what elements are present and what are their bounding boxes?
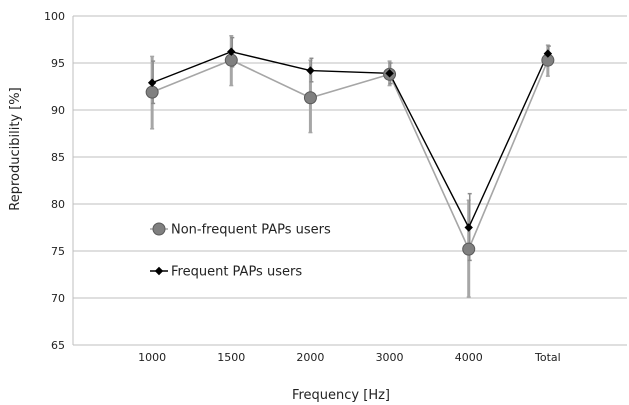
frequent-point (464, 223, 473, 232)
frequent-point (227, 47, 236, 56)
y-tick-label: 75 (51, 245, 65, 258)
series-line-non-frequent (151, 59, 549, 252)
x-tick-label: Total (534, 351, 561, 364)
legend-entry: Non-frequent PAPs users (171, 223, 331, 238)
legend-entry: Frequent PAPs users (171, 265, 302, 280)
series-line-frequent (151, 50, 549, 230)
frequent-point (306, 66, 315, 75)
legend-marker-circle (152, 222, 166, 236)
x-tick-label: 3000 (376, 351, 404, 364)
y-tick-label: 90 (51, 104, 65, 117)
non-frequent-point (145, 85, 159, 99)
x-tick-label: 4000 (455, 351, 483, 364)
axes (72, 16, 627, 346)
y-tick-labels: 65 70 75 80 85 90 95 100 (44, 10, 65, 352)
legend-marker-diamond (154, 266, 164, 276)
y-tick-label: 85 (51, 151, 65, 164)
y-tick-label: 100 (44, 10, 65, 23)
x-tick-label: 2000 (296, 351, 324, 364)
y-tick-label: 80 (51, 198, 65, 211)
y-tick-label: 65 (51, 339, 65, 352)
y-tick-label: 70 (51, 292, 65, 305)
x-tick-label: 1500 (217, 351, 245, 364)
y-tick-label: 95 (51, 57, 65, 70)
non-frequent-point (462, 242, 476, 256)
error-bars (150, 34, 551, 298)
frequent-point (543, 49, 553, 58)
legend: Non-frequent PAPs users Frequent PAPs use… (150, 222, 331, 280)
series-lines (151, 50, 549, 252)
gridlines (73, 15, 627, 299)
x-tick-label: 1000 (138, 351, 166, 364)
data-points (145, 47, 555, 256)
frequent-point (385, 69, 394, 78)
non-frequent-point (224, 53, 238, 67)
frequent-point (147, 78, 157, 87)
x-axis-label: Frequency [Hz] (292, 388, 390, 403)
x-tick-labels: 1000 1500 2000 3000 4000 Total (138, 351, 561, 364)
non-frequent-point (303, 91, 317, 105)
y-axis-label: Reproducibility [%] (8, 87, 23, 210)
